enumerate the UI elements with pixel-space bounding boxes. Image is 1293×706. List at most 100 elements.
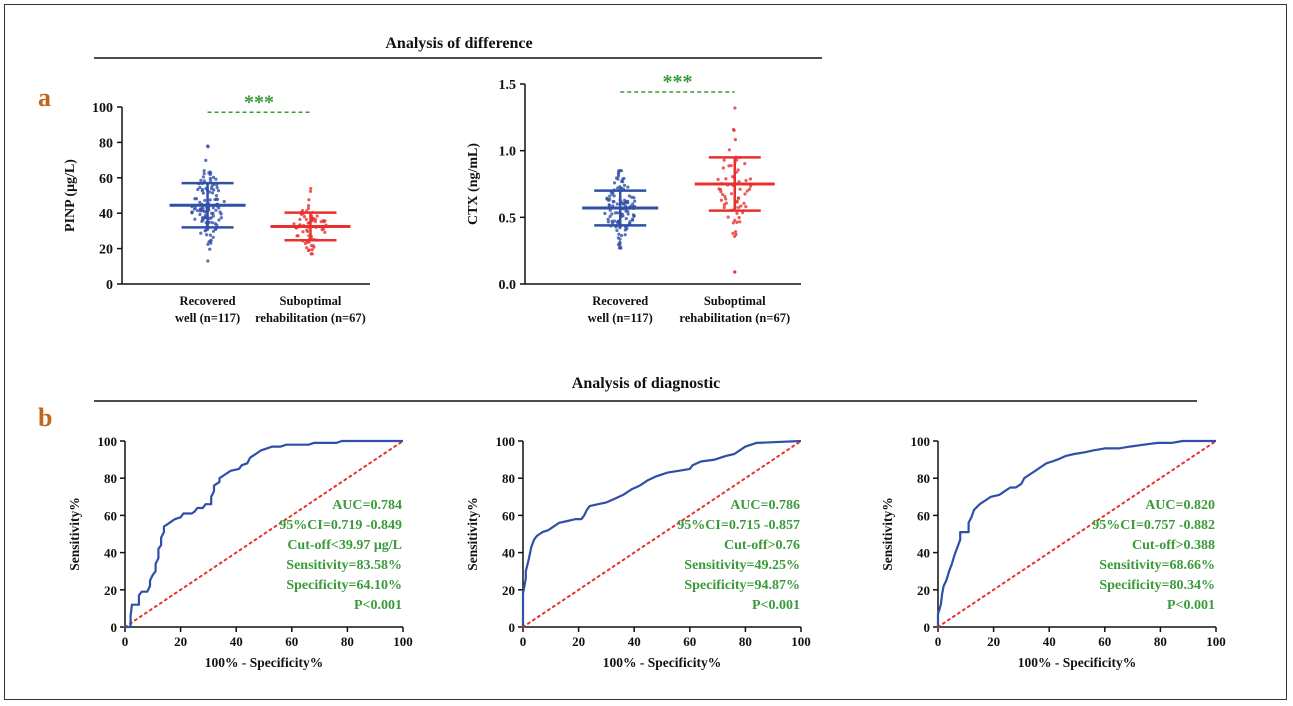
data-point — [208, 198, 212, 202]
data-point — [214, 194, 219, 198]
roc-annotation: AUC=0.820 — [1145, 498, 1215, 513]
data-point — [622, 183, 627, 187]
data-point — [623, 233, 627, 237]
roc-annotation: 95%CI=0.715 -0.857 — [677, 518, 800, 533]
data-point — [618, 241, 622, 245]
data-point — [198, 207, 203, 211]
data-point — [619, 233, 624, 238]
data-point — [617, 232, 621, 236]
y-tick-label: 80 — [104, 471, 117, 486]
data-point — [198, 212, 202, 217]
data-point — [626, 185, 630, 189]
data-point — [307, 198, 311, 202]
x-tick-label: 60 — [285, 634, 298, 649]
data-point — [300, 208, 305, 213]
x-tick-label: 20 — [572, 634, 585, 649]
y-axis-label: CTX (ng/mL) — [466, 143, 481, 225]
data-point — [631, 202, 635, 206]
data-point — [603, 211, 607, 216]
data-point — [211, 229, 216, 233]
data-point — [209, 216, 213, 220]
roc-chart-combined: 00 20 20 40 40 60 60 80 80 100 100 100% - Specifici… — [880, 434, 1226, 670]
roc-chart-ctx: 00 20 20 40 40 60 60 80 80 100 100 100% - Specifici… — [465, 434, 811, 670]
roc-annotation: Specificity=80.34% — [1099, 578, 1215, 593]
data-point — [608, 214, 612, 219]
y-tick-label: 40 — [104, 546, 117, 561]
data-point — [200, 187, 205, 192]
roc-annotation: 95%CI=0.719 -0.849 — [279, 518, 402, 533]
y-tick-label: 0.5 — [499, 211, 517, 226]
data-point — [612, 219, 617, 223]
data-point — [214, 177, 218, 181]
data-point — [610, 219, 614, 223]
data-point — [743, 162, 747, 166]
data-point — [306, 204, 311, 208]
y-axis-label: Sensitivity% — [67, 497, 82, 571]
data-point — [630, 217, 635, 221]
x-tick-label: 20 — [987, 634, 1000, 649]
data-point — [205, 233, 209, 237]
data-point — [605, 196, 609, 200]
x-tick-label: 80 — [341, 634, 354, 649]
data-point — [606, 217, 610, 221]
data-point — [742, 201, 746, 205]
data-point — [217, 206, 221, 210]
data-point — [305, 228, 309, 232]
data-point — [193, 206, 197, 210]
x-tick-label: 40 — [230, 634, 243, 649]
y-tick-label: 0.0 — [499, 278, 517, 293]
data-point — [309, 243, 314, 248]
data-point — [733, 270, 737, 274]
data-point — [743, 192, 747, 196]
data-point — [616, 211, 620, 215]
data-point — [735, 211, 739, 215]
y-tick-label: 60 — [104, 508, 117, 523]
y-tick-label: 100 — [92, 101, 113, 116]
data-point — [310, 248, 314, 252]
roc-annotation: Specificity=64.10% — [286, 578, 402, 593]
category-label: Suboptimal — [704, 294, 766, 308]
data-point — [201, 191, 205, 195]
y-tick-label: 60 — [917, 508, 930, 523]
x-tick-label: 40 — [1043, 634, 1056, 649]
data-point — [307, 248, 311, 252]
significance-stars: *** — [662, 71, 692, 93]
data-point — [624, 217, 628, 221]
data-point — [211, 214, 215, 218]
data-point — [215, 223, 219, 227]
data-point — [211, 175, 216, 180]
roc-annotation: Sensitivity=49.25% — [684, 558, 800, 573]
data-point — [737, 215, 741, 220]
data-point — [222, 199, 226, 204]
data-point — [747, 187, 752, 191]
category-label: well (n=117) — [588, 311, 653, 325]
data-point — [621, 177, 625, 181]
data-point — [736, 168, 740, 172]
x-axis-label: 100% - Specificity% — [205, 655, 323, 670]
data-point — [738, 187, 742, 191]
data-point — [214, 208, 218, 212]
data-point — [619, 246, 623, 250]
roc-annotation: AUC=0.786 — [730, 498, 800, 513]
data-point — [211, 235, 215, 239]
data-point — [735, 220, 739, 224]
data-point — [608, 194, 612, 198]
y-tick-label: 1.0 — [499, 145, 517, 160]
data-point — [193, 217, 197, 221]
roc-curve — [125, 439, 403, 629]
data-point — [190, 211, 194, 215]
y-axis-label: Sensitivity% — [880, 497, 895, 571]
data-point — [618, 237, 622, 241]
data-point — [618, 226, 622, 230]
data-point — [208, 247, 212, 251]
data-point — [721, 192, 725, 197]
data-point — [625, 227, 629, 231]
data-point — [302, 215, 307, 219]
roc-annotation: Cut-off>0.388 — [1132, 538, 1215, 553]
data-point — [208, 176, 212, 180]
data-point — [726, 215, 730, 219]
data-point — [211, 206, 215, 210]
data-point — [724, 197, 728, 201]
y-tick-label: 40 — [502, 546, 515, 561]
y-tick-label: 40 — [917, 546, 930, 561]
